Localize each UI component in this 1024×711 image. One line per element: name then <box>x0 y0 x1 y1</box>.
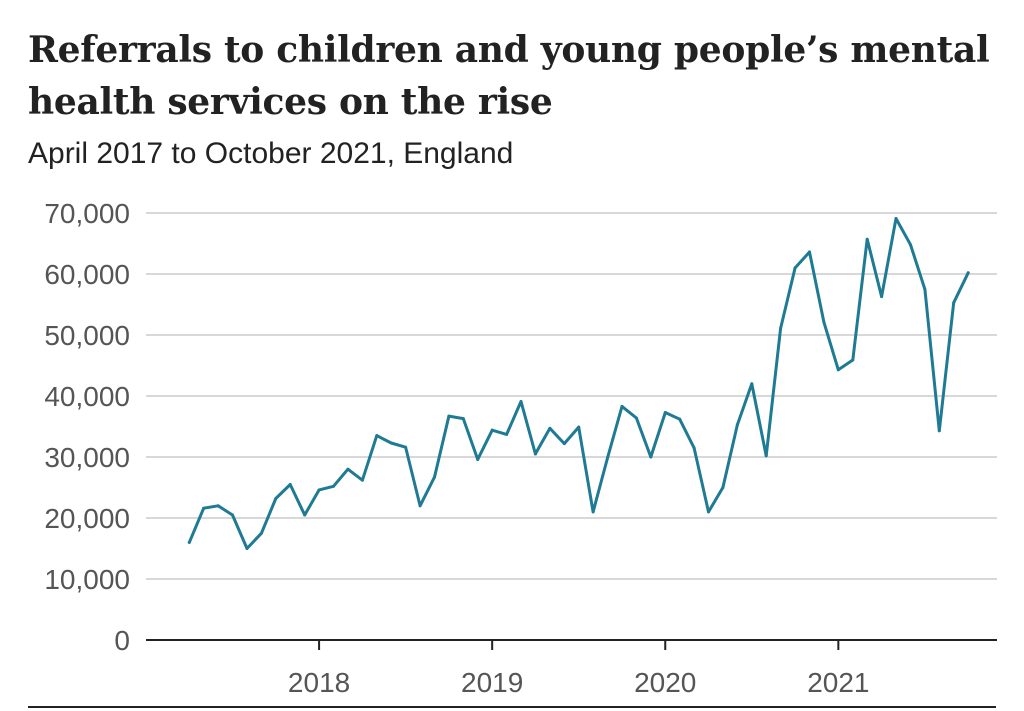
data-point <box>851 358 855 362</box>
data-point <box>923 287 927 291</box>
data-point <box>663 410 667 414</box>
data-point <box>721 486 725 489</box>
data-point <box>360 478 364 482</box>
data-point <box>389 441 393 445</box>
y-axis-tick-labels: 0 10,000 20,000 30,000 40,000 50,000 60,000 70,… <box>44 198 130 656</box>
data-point <box>332 484 336 488</box>
x-tick-label: 2018 <box>288 667 350 698</box>
data-point <box>259 531 263 535</box>
data-point <box>447 414 451 418</box>
data-point <box>346 467 350 471</box>
data-point <box>793 266 797 270</box>
data-point <box>836 368 840 372</box>
data-point <box>562 442 566 446</box>
data-point <box>404 445 408 449</box>
data-point <box>303 513 307 517</box>
data-point <box>461 417 465 421</box>
data-point <box>418 504 422 508</box>
data-point <box>490 428 494 432</box>
data-point <box>865 237 869 241</box>
data-point <box>476 457 480 461</box>
data-point <box>937 429 941 433</box>
x-tick-label: 2021 <box>807 667 869 698</box>
data-point <box>288 482 292 486</box>
series-line <box>187 217 970 550</box>
data-point <box>880 295 884 299</box>
data-point <box>533 452 537 456</box>
data-point <box>735 423 739 427</box>
data-point <box>231 513 235 517</box>
chart-title: Referrals to children and young people’s… <box>28 29 990 123</box>
x-tick-label: 2019 <box>461 667 523 698</box>
data-point <box>692 446 696 450</box>
data-point <box>620 404 624 408</box>
y-tick-label: 0 <box>114 625 130 656</box>
data-point <box>908 243 912 247</box>
data-point <box>317 488 321 492</box>
y-tick-label: 10,000 <box>44 564 130 595</box>
data-point <box>807 250 811 254</box>
y-tick-label: 70,000 <box>44 198 130 229</box>
y-tick-label: 30,000 <box>44 442 130 473</box>
data-point <box>707 510 711 514</box>
gridlines <box>146 212 997 580</box>
data-point <box>202 506 206 510</box>
data-point <box>187 540 191 544</box>
y-tick-label: 40,000 <box>44 381 130 412</box>
data-point <box>822 320 826 324</box>
data-point <box>649 455 653 459</box>
data-point <box>591 510 595 514</box>
data-point <box>606 456 610 460</box>
data-point <box>750 382 754 386</box>
chart-subtitle: April 2017 to October 2021, England <box>28 137 514 170</box>
data-point <box>432 475 436 479</box>
data-point <box>894 216 898 220</box>
data-point <box>577 425 581 429</box>
y-tick-label: 50,000 <box>44 320 130 351</box>
data-point <box>216 504 220 508</box>
data-point <box>274 496 278 500</box>
data-point <box>375 434 379 438</box>
y-tick-label: 20,000 <box>44 503 130 534</box>
data-point <box>678 417 682 421</box>
data-point <box>505 432 509 436</box>
x-tick-label: 2020 <box>634 667 696 698</box>
y-tick-label: 60,000 <box>44 259 130 290</box>
data-point <box>548 426 552 430</box>
data-point <box>519 399 523 403</box>
data-point <box>245 547 249 550</box>
data-point <box>634 416 638 420</box>
series-layer <box>187 216 970 550</box>
data-point <box>966 271 970 275</box>
data-point <box>952 301 956 305</box>
data-point <box>779 326 783 330</box>
x-axis: 2018 2019 2020 2021 <box>146 639 997 698</box>
data-point <box>764 454 768 458</box>
bottom-divider <box>28 706 996 708</box>
